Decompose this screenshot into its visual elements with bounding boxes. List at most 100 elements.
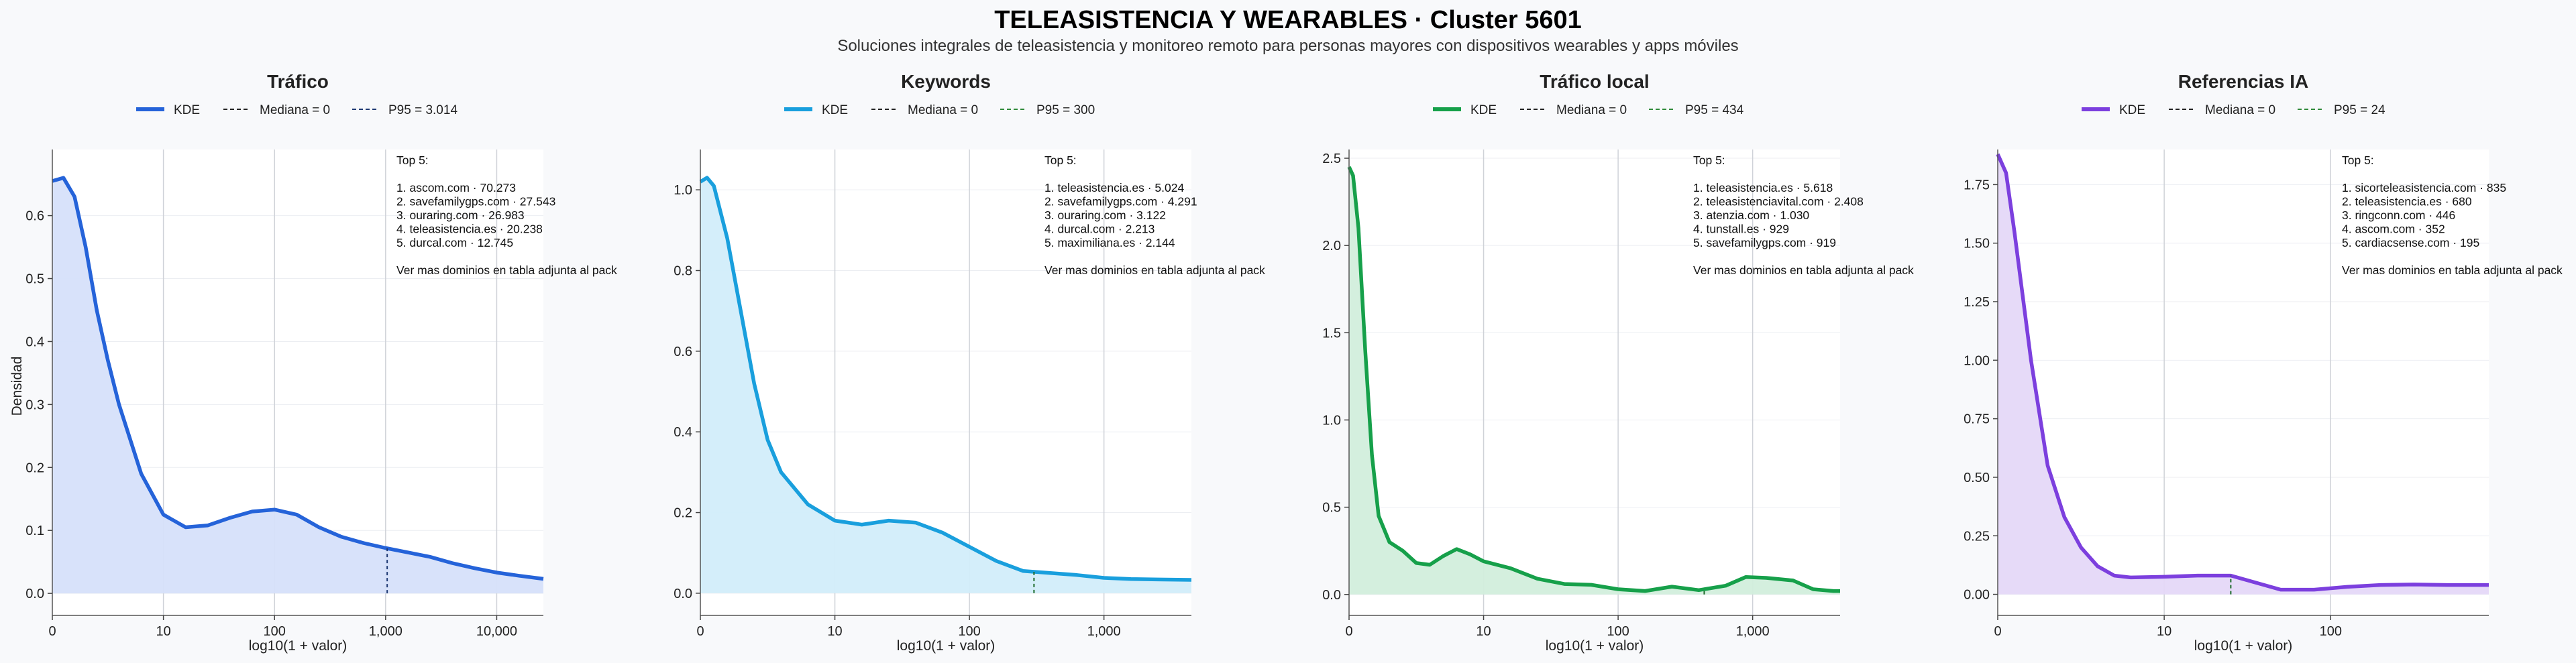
y-axis-label: Densidad (9, 357, 25, 416)
legend-p95-label: P95 = 3.014 (388, 103, 458, 117)
top5-line: Top 5: (1693, 154, 1725, 167)
legend-median-label: Mediana = 0 (2205, 103, 2275, 117)
top5-line: Top 5: (1044, 154, 1077, 167)
legend-kde-label: KDE (174, 103, 200, 117)
top5-line: 2. teleasistencia.es · 680 (2342, 195, 2472, 208)
top5-line: 4. tunstall.es · 929 (1693, 223, 1789, 236)
x-tick-label: 100 (264, 624, 286, 639)
legend-p95-label: P95 = 24 (2334, 103, 2385, 117)
panel-title: Tráfico (267, 71, 329, 92)
y-tick-label: 0.75 (1964, 412, 1990, 427)
y-tick-label: 0.6 (674, 345, 692, 359)
y-tick-label: 0.5 (25, 272, 44, 287)
x-tick-label: 10 (2157, 624, 2171, 639)
y-tick-label: 2.5 (1322, 152, 1341, 166)
x-tick-label: 1,000 (369, 624, 402, 639)
top5-line: 2. teleasistenciavital.com · 2.408 (1693, 195, 1864, 208)
top5-line: 3. atenzia.com · 1.030 (1693, 208, 1809, 222)
y-tick-label: 0.2 (674, 506, 692, 521)
panel-2: 0.0 0.2 0.4 0.6 0.8 1.0 0 10 100 1,000 log10(1 + v… (674, 71, 1265, 654)
legend-kde-label: KDE (1470, 103, 1497, 117)
kde-area (52, 178, 543, 594)
top5-line: 5. savefamilygps.com · 919 (1693, 236, 1836, 249)
top5-line: 1. teleasistencia.es · 5.618 (1693, 181, 1833, 194)
panel-title: Keywords (901, 71, 991, 92)
y-tick-label: 1.0 (674, 183, 692, 198)
y-tick-label: 1.25 (1964, 295, 1990, 310)
x-tick-label: 0 (48, 624, 56, 639)
x-tick-label: 0 (696, 624, 704, 639)
top5-line: 4. ascom.com · 352 (2342, 223, 2445, 236)
top5-line: Top 5: (2342, 154, 2374, 167)
y-tick-label: 0.3 (25, 398, 44, 412)
x-tick-label: 10 (1476, 624, 1491, 639)
figure-title: TELEASISTENCIA Y WEARABLES · Cluster 560… (994, 6, 1582, 34)
legend-kde-label: KDE (2119, 103, 2145, 117)
y-tick-label: 2.0 (1322, 239, 1341, 253)
top5-line: Ver mas dominios en tabla adjunta al pac… (1044, 263, 1265, 277)
top5-line: 3. ringconn.com · 446 (2342, 208, 2455, 222)
y-tick-label: 0.5 (1322, 501, 1341, 516)
kde-line (1996, 153, 2489, 592)
panel-4: 0.00 0.25 0.50 0.75 1.00 1.25 1.50 1.75 0 10 100 lo… (1964, 71, 2563, 654)
kde-area (1349, 167, 1840, 595)
figure-subtitle: Soluciones integrales de teleasistencia … (837, 37, 1738, 55)
top5-line: Top 5: (396, 154, 429, 167)
top5-line: 1. ascom.com · 70.273 (396, 181, 516, 194)
x-tick-label: 1,000 (1736, 624, 1770, 639)
legend-median-label: Mediana = 0 (260, 103, 330, 117)
y-tick-label: 0.0 (25, 587, 44, 601)
y-tick-label: 1.75 (1964, 178, 1990, 192)
y-tick-label: 0.50 (1964, 471, 1990, 485)
top5-line: 2. savefamilygps.com · 4.291 (1044, 195, 1197, 208)
top5-line: 4. durcal.com · 2.213 (1044, 223, 1155, 236)
y-tick-label: 1.50 (1964, 237, 1990, 251)
top5-line: 5. maximiliana.es · 2.144 (1044, 236, 1175, 249)
legend-p95-label: P95 = 300 (1036, 103, 1095, 117)
plot-area (1998, 149, 2489, 615)
x-axis-label: log10(1 + valor) (2194, 638, 2293, 654)
legend-median-label: Mediana = 0 (1556, 103, 1627, 117)
panel-title: Tráfico local (1540, 71, 1649, 92)
top5-line: 3. ouraring.com · 26.983 (396, 208, 525, 222)
y-tick-label: 0.00 (1964, 588, 1990, 603)
y-tick-label: 0.25 (1964, 529, 1990, 544)
top5-line: 5. cardiacsense.com · 195 (2342, 236, 2479, 249)
y-tick-label: 1.00 (1964, 353, 1990, 368)
top5-line: Ver mas dominios en tabla adjunta al pac… (1693, 263, 1914, 277)
kde-area (1998, 154, 2489, 595)
x-tick-label: 100 (2320, 624, 2342, 639)
y-tick-label: 0.0 (674, 587, 692, 601)
top5-line: 1. sicorteleasistencia.com · 835 (2342, 181, 2506, 194)
y-tick-label: 0.1 (25, 524, 44, 538)
y-tick-label: 0.6 (25, 209, 44, 224)
y-tick-label: 0.0 (1322, 588, 1341, 603)
x-tick-label: 10 (827, 624, 842, 639)
plot-area (1349, 149, 1840, 615)
y-tick-label: 1.5 (1322, 326, 1341, 341)
y-tick-label: 0.2 (25, 461, 44, 475)
y-tick-label: 1.0 (1322, 413, 1341, 428)
panel-title: Referencias IA (2178, 71, 2309, 92)
legend-kde-label: KDE (822, 103, 848, 117)
top5-line: 5. durcal.com · 12.745 (396, 236, 513, 249)
x-axis-label: log10(1 + valor) (249, 638, 347, 654)
kde-line (52, 176, 544, 581)
x-tick-label: 100 (1607, 624, 1629, 639)
x-tick-label: 10 (156, 624, 170, 639)
x-tick-label: 1,000 (1087, 624, 1121, 639)
panel-1: 0.0 0.1 0.2 0.3 0.4 0.5 0.6 0 10 100 1,000 10,000 lo… (25, 71, 617, 654)
x-tick-label: 0 (1345, 624, 1352, 639)
kde-line (699, 176, 1192, 582)
top5-line: 3. ouraring.com · 3.122 (1044, 208, 1166, 222)
legend-p95-label: P95 = 434 (1685, 103, 1744, 117)
top5-line: Ver mas dominios en tabla adjunta al pac… (396, 263, 617, 277)
x-tick-label: 10,000 (476, 624, 517, 639)
panels: 0.00.10.20.30.40.50.60 10 100 1,000 10,000lo… (25, 71, 2563, 654)
x-tick-label: 0 (1994, 624, 2001, 639)
y-tick-label: 0.4 (674, 425, 692, 440)
kde-line (1347, 166, 1840, 593)
legend-median-label: Mediana = 0 (908, 103, 978, 117)
x-axis-label: log10(1 + valor) (1546, 638, 1644, 654)
